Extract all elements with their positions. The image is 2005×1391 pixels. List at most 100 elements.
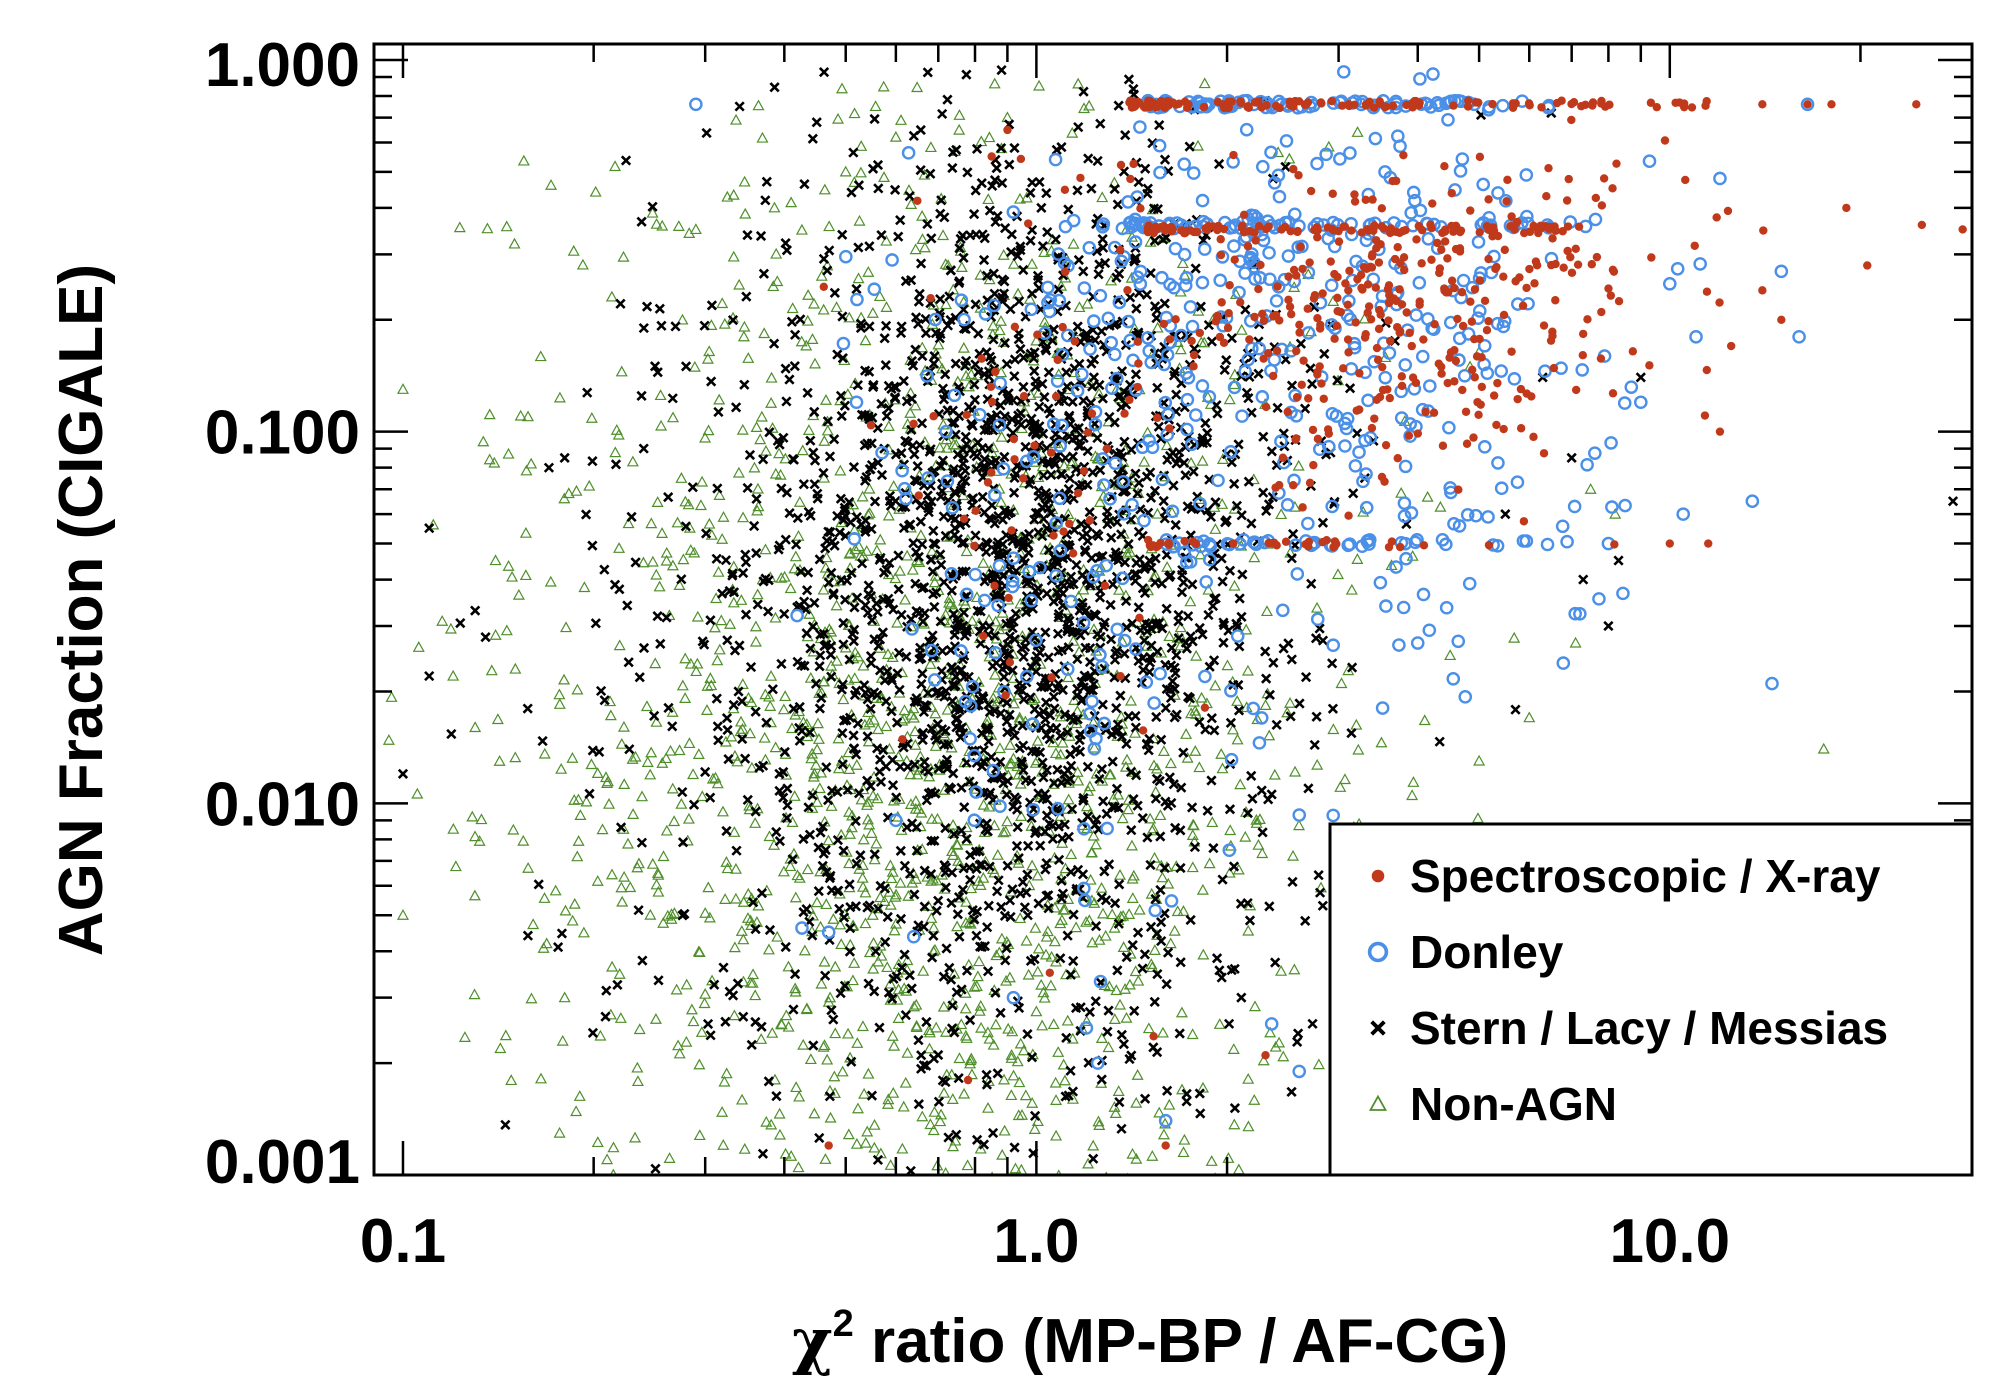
data-point — [998, 1124, 1011, 1136]
data-point — [769, 741, 782, 753]
data-point — [1059, 271, 1072, 283]
data-point — [1071, 705, 1084, 716]
data-point — [859, 334, 872, 346]
data-point — [1305, 478, 1315, 488]
data-point — [1427, 255, 1436, 264]
data-point — [702, 424, 715, 436]
data-point — [1089, 838, 1102, 850]
data-point — [789, 891, 802, 903]
data-point — [1193, 761, 1206, 773]
data-point — [887, 794, 900, 806]
data-point — [1251, 713, 1264, 725]
data-point — [844, 938, 857, 950]
data-point — [989, 615, 1002, 627]
data-point — [759, 543, 772, 555]
data-point — [481, 222, 494, 234]
data-point — [489, 629, 502, 640]
data-point — [955, 261, 968, 273]
data-point — [654, 389, 667, 401]
data-point — [566, 914, 579, 926]
data-point — [910, 1019, 923, 1031]
data-point — [891, 616, 904, 628]
data-point — [616, 895, 629, 907]
data-point — [791, 869, 804, 881]
data-point — [580, 795, 593, 807]
data-point — [572, 835, 585, 846]
data-point — [923, 1026, 936, 1038]
data-point — [1176, 1083, 1189, 1095]
data-point — [1103, 980, 1116, 992]
data-point — [751, 482, 764, 494]
data-point — [1087, 467, 1098, 478]
data-point — [1125, 839, 1138, 851]
data-point — [645, 746, 658, 758]
data-point — [994, 314, 1007, 326]
data-point — [842, 673, 855, 685]
data-point — [782, 1020, 795, 1032]
data-point — [1129, 726, 1142, 738]
data-point — [1350, 718, 1363, 730]
data-point — [1109, 1107, 1122, 1118]
data-point — [1145, 887, 1158, 899]
data-point — [890, 917, 903, 929]
data-point — [906, 563, 919, 575]
data-point — [1242, 1120, 1255, 1132]
data-point — [1007, 672, 1020, 683]
data-point — [559, 621, 573, 633]
data-point — [817, 675, 830, 687]
data-point — [867, 713, 880, 725]
data-point — [477, 435, 490, 447]
data-point — [1117, 941, 1130, 953]
data-point — [603, 797, 616, 809]
data-point — [522, 862, 535, 873]
data-point — [716, 533, 729, 544]
data-point — [1147, 822, 1160, 834]
data-point — [567, 244, 580, 256]
data-point — [1551, 296, 1560, 305]
data-point — [1286, 849, 1300, 861]
data-point — [1313, 313, 1322, 323]
data-point — [668, 907, 681, 918]
data-point — [1451, 356, 1461, 366]
data-point — [832, 762, 845, 774]
data-point — [937, 1086, 951, 1098]
data-point — [744, 976, 757, 988]
data-point — [1087, 829, 1100, 841]
data-point — [577, 926, 590, 938]
data-point — [1030, 334, 1043, 346]
data-point — [1529, 432, 1538, 442]
data-point — [972, 874, 985, 886]
data-point — [739, 207, 752, 219]
data-point — [745, 919, 758, 930]
data-point — [1583, 315, 1592, 324]
data-point — [801, 730, 814, 742]
data-point — [458, 1031, 471, 1042]
data-point — [868, 1141, 881, 1153]
data-point — [1245, 335, 1254, 344]
data-point — [1058, 1074, 1071, 1086]
data-point — [965, 882, 978, 894]
data-point — [1351, 126, 1364, 137]
data-point — [999, 825, 1012, 837]
data-point — [765, 371, 778, 383]
data-point — [632, 857, 645, 869]
data-point — [1257, 1054, 1270, 1066]
data-point — [1388, 176, 1397, 186]
data-point — [699, 431, 712, 443]
data-point — [1333, 272, 1342, 282]
data-point — [1219, 338, 1229, 348]
data-point — [1177, 905, 1190, 916]
data-point — [693, 1058, 706, 1070]
data-point — [1035, 978, 1048, 990]
data-point — [1223, 393, 1236, 405]
data-point — [1434, 359, 1443, 368]
data-point — [509, 751, 522, 763]
data-point — [983, 1032, 996, 1044]
data-point — [521, 410, 535, 422]
data-point — [1502, 197, 1511, 206]
data-point — [762, 943, 775, 955]
data-point — [412, 641, 425, 652]
data-point — [818, 955, 831, 967]
data-point — [1019, 474, 1028, 483]
data-point — [1031, 965, 1044, 977]
